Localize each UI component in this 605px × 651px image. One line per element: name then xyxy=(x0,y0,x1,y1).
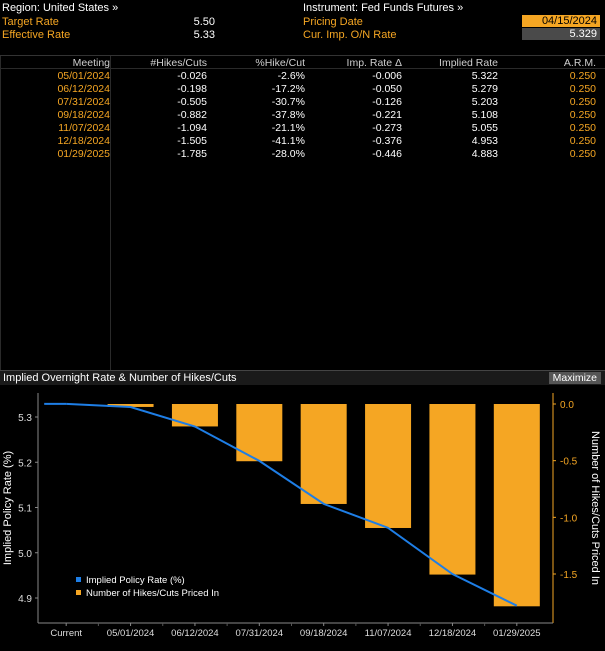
instrument-selector[interactable]: Instrument: Fed Funds Futures » xyxy=(303,2,464,14)
table-cell-implied-rate: 4.883 xyxy=(471,148,498,160)
table-cell-pct-hike-cut: -2.6% xyxy=(277,70,305,82)
table-cell-imp-rate-delta: -0.006 xyxy=(372,70,402,82)
table-cell-arm: 0.250 xyxy=(569,148,596,160)
right-axis-label: Number of Hikes/Cuts Priced In xyxy=(589,431,601,585)
table-cell-arm: 0.250 xyxy=(569,96,596,108)
pricing-date-label: Pricing Date xyxy=(303,16,363,28)
x-axis-tick-label: 07/31/2024 xyxy=(236,628,284,639)
bar xyxy=(365,404,412,528)
cur-imp-rate-label: Cur. Imp. O/N Rate xyxy=(303,29,397,41)
x-axis-tick-label: 01/29/2025 xyxy=(493,628,541,639)
pricing-date-input[interactable]: 04/15/2024 xyxy=(522,15,600,27)
table-cell-arm: 0.250 xyxy=(569,135,596,147)
table-cell-hikes-cuts: -1.505 xyxy=(177,135,207,147)
table-header-divider xyxy=(0,68,605,69)
table-cell-hikes-cuts: -0.026 xyxy=(177,70,207,82)
col-header-hikes-cuts[interactable]: #Hikes/Cuts xyxy=(150,57,207,69)
table-cell-hikes-cuts: -0.882 xyxy=(177,109,207,121)
chart-panel-header: Implied Overnight Rate & Number of Hikes… xyxy=(0,370,605,385)
series-line xyxy=(66,402,518,607)
table-cell-arm: 0.250 xyxy=(569,109,596,121)
col-header-meeting[interactable]: Meeting xyxy=(72,57,110,69)
table-cell-implied-rate: 5.108 xyxy=(471,109,498,121)
bar xyxy=(107,404,154,407)
x-axis-tick-label: 06/12/2024 xyxy=(171,628,219,639)
right-axis-tick-label: -0.5 xyxy=(560,457,578,468)
table-cell-pct-hike-cut: -28.0% xyxy=(271,148,305,160)
x-axis-tick-label: Current xyxy=(50,628,82,639)
x-axis-tick-label: 09/18/2024 xyxy=(300,628,348,639)
x-axis-tick-label: 05/01/2024 xyxy=(107,628,155,639)
legend-label-line: Implied Policy Rate (%) xyxy=(86,575,185,586)
table-cell-hikes-cuts: -0.505 xyxy=(177,96,207,108)
table-cell-hikes-cuts: -1.094 xyxy=(177,122,207,134)
chart-panel-title: Implied Overnight Rate & Number of Hikes… xyxy=(3,372,237,384)
bar xyxy=(429,404,476,575)
right-axis-tick-label: -1.5 xyxy=(560,570,578,581)
table-cell-meeting: 06/12/2024 xyxy=(57,83,110,95)
table-divider xyxy=(0,56,1,370)
target-rate-value: 5.50 xyxy=(193,16,215,28)
effective-rate-value: 5.33 xyxy=(193,29,215,41)
table-cell-imp-rate-delta: -0.126 xyxy=(372,96,402,108)
left-axis-tick-label: 5.3 xyxy=(18,413,32,424)
table-cell-implied-rate: 5.055 xyxy=(471,122,498,134)
table-cell-implied-rate: 5.322 xyxy=(471,70,498,82)
col-header-imp-rate-delta[interactable]: Imp. Rate Δ xyxy=(346,57,402,69)
table-cell-meeting: 05/01/2024 xyxy=(57,70,110,82)
table-cell-arm: 0.250 xyxy=(569,83,596,95)
table-cell-imp-rate-delta: -0.050 xyxy=(372,83,402,95)
target-rate-label: Target Rate xyxy=(2,16,59,28)
table-cell-arm: 0.250 xyxy=(569,70,596,82)
bar xyxy=(300,404,347,504)
region-selector[interactable]: Region: United States » xyxy=(2,2,119,14)
table-cell-imp-rate-delta: -0.446 xyxy=(372,148,402,160)
table-cell-pct-hike-cut: -21.1% xyxy=(271,122,305,134)
implied-rate-chart: 5.3 5.2 5.1 5.0 4.9 0.0 -0.5 -1.0 -1.5 Current 05/… xyxy=(2,393,601,639)
left-axis-tick-label: 5.1 xyxy=(18,504,32,515)
table-cell-meeting: 11/07/2024 xyxy=(58,122,110,134)
table-cell-meeting: 07/31/2024 xyxy=(57,96,110,108)
left-axis-tick-label: 5.0 xyxy=(18,549,32,560)
table-cell-pct-hike-cut: -30.7% xyxy=(271,96,305,108)
effective-rate-label: Effective Rate xyxy=(2,29,71,41)
bar xyxy=(171,404,218,427)
meetings-table: Meeting #Hikes/Cuts %Hike/Cut Imp. Rate … xyxy=(0,55,605,370)
table-cell-hikes-cuts: -0.198 xyxy=(177,83,207,95)
table-cell-implied-rate: 4.953 xyxy=(471,135,498,147)
table-cell-imp-rate-delta: -0.221 xyxy=(372,109,402,121)
legend-label-bar: Number of Hikes/Cuts Priced In xyxy=(86,588,219,599)
table-cell-meeting: 09/18/2024 xyxy=(57,109,110,121)
table-cell-pct-hike-cut: -41.1% xyxy=(271,135,305,147)
table-cell-pct-hike-cut: -37.8% xyxy=(271,109,305,121)
col-header-pct-hike-cut[interactable]: %Hike/Cut xyxy=(255,57,305,69)
legend-swatch-line xyxy=(76,577,81,582)
table-cell-imp-rate-delta: -0.273 xyxy=(372,122,402,134)
cur-imp-rate-value: 5.329 xyxy=(522,28,600,40)
right-axis-tick-label: -1.0 xyxy=(560,513,578,524)
left-axis-label: Implied Policy Rate (%) xyxy=(2,451,14,565)
table-cell-imp-rate-delta: -0.376 xyxy=(372,135,402,147)
table-cell-hikes-cuts: -1.785 xyxy=(177,148,207,160)
col-header-implied-rate[interactable]: Implied Rate xyxy=(439,57,498,69)
table-cell-meeting: 12/18/2024 xyxy=(57,135,110,147)
table-cell-meeting: 01/29/2025 xyxy=(57,148,110,160)
col-header-arm[interactable]: A.R.M. xyxy=(563,57,596,69)
legend-swatch-bar xyxy=(76,590,81,595)
left-axis-tick-label: 5.2 xyxy=(18,458,32,469)
table-cell-implied-rate: 5.279 xyxy=(471,83,498,95)
table-cell-implied-rate: 5.203 xyxy=(471,96,498,108)
table-cell-arm: 0.250 xyxy=(569,122,596,134)
x-axis-tick-label: 11/07/2024 xyxy=(365,628,412,639)
x-axis-tick-label: 12/18/2024 xyxy=(429,628,477,639)
table-divider xyxy=(110,56,111,370)
bar xyxy=(493,404,540,607)
maximize-button[interactable]: Maximize xyxy=(548,372,601,384)
left-axis-tick-label: 4.9 xyxy=(18,594,32,605)
table-cell-pct-hike-cut: -17.2% xyxy=(271,83,305,95)
right-axis-tick-label: 0.0 xyxy=(560,400,574,411)
